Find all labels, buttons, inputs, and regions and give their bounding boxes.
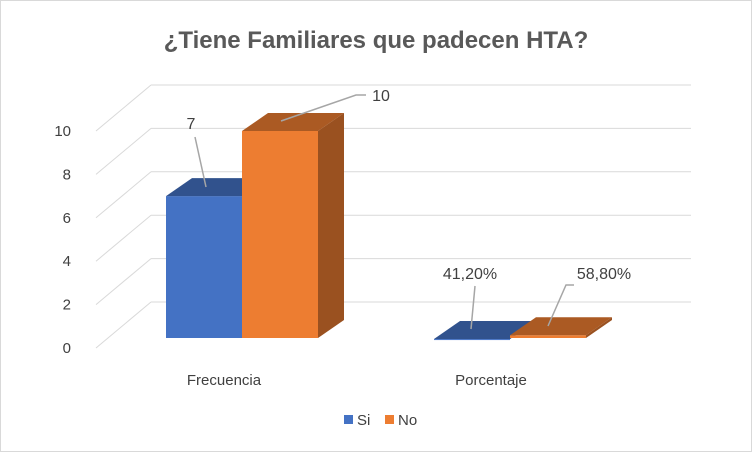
x-axis-categories: Frecuencia Porcentaje	[187, 372, 527, 389]
y-axis-ticks: 0 2 4 6 8 10	[54, 123, 71, 357]
chart-title: ¿Tiene Familiares que padecen HTA?	[164, 27, 589, 54]
data-label-no: 58,80%	[577, 266, 631, 283]
legend-label-si: Si	[357, 412, 370, 429]
y-tick-label: 10	[54, 123, 71, 140]
gridline-side	[95, 171, 152, 219]
data-label-leader	[547, 284, 574, 327]
y-tick-label: 2	[63, 297, 71, 314]
data-label-si: 41,20%	[443, 266, 497, 283]
bar-no-side	[586, 317, 612, 338]
bar-no-top	[242, 113, 344, 131]
bar-no-top	[510, 317, 612, 336]
gridline-side	[95, 214, 152, 262]
legend: Si No	[344, 412, 417, 429]
y-tick-label: 8	[63, 166, 71, 183]
bar-no-front	[510, 335, 586, 338]
gridline-side	[95, 128, 152, 175]
x-category-label: Frecuencia	[187, 372, 262, 389]
data-label-si: 7	[187, 116, 196, 133]
y-tick-label: 6	[63, 210, 71, 227]
bar-si-front	[434, 339, 510, 341]
data-labels: 7 10 41,20% 58,80%	[187, 88, 631, 330]
gridline-side	[95, 258, 152, 305]
legend-swatch-no	[385, 415, 394, 424]
data-label-leader	[280, 94, 366, 122]
bar-no-front	[242, 131, 318, 338]
y-tick-label: 0	[63, 340, 71, 357]
bar-no-side	[318, 113, 344, 338]
bar-si-front	[166, 196, 242, 338]
legend-swatch-si	[344, 415, 353, 424]
gridline-side	[95, 84, 152, 132]
data-label-leader	[194, 136, 207, 188]
bars	[166, 113, 612, 341]
gridline-side	[95, 301, 152, 349]
data-label-no: 10	[372, 88, 390, 105]
y-tick-label: 4	[63, 253, 71, 270]
x-category-label: Porcentaje	[455, 372, 527, 389]
data-label-leader	[470, 285, 476, 330]
bar-si-top	[434, 321, 536, 340]
legend-label-no: No	[398, 412, 417, 429]
